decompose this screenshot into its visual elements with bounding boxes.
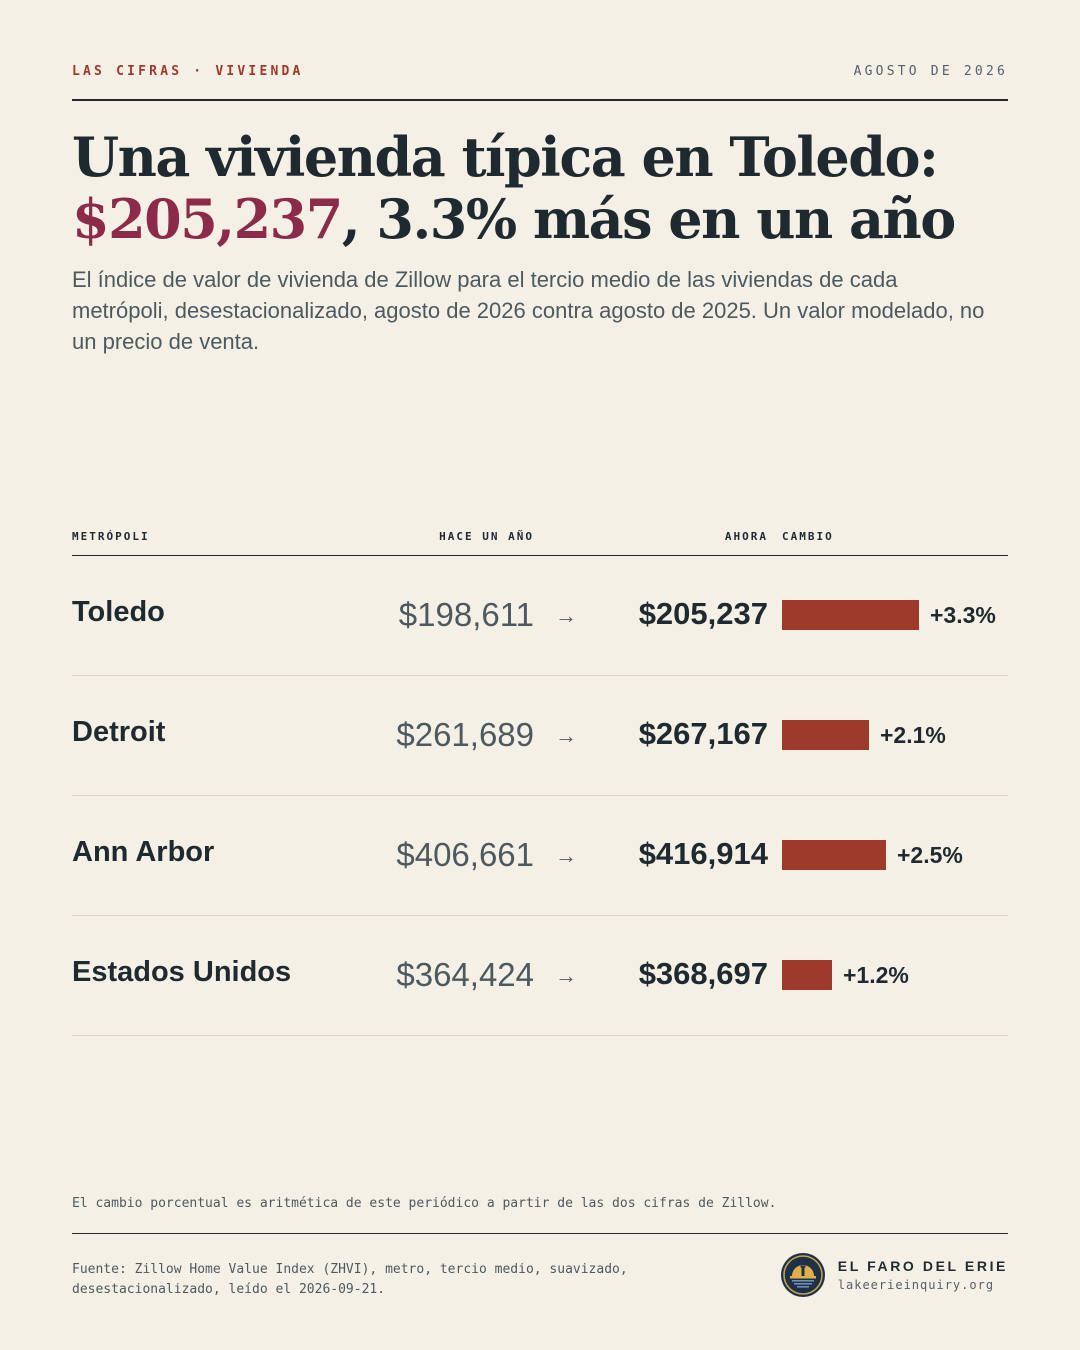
now-value: $267,167 [638, 716, 768, 751]
brand-url[interactable]: lakeerieinquiry.org [837, 1278, 995, 1292]
change-bar [782, 840, 886, 870]
now-value: $205,237 [638, 596, 768, 631]
change-label: +2.5% [897, 841, 963, 868]
year-ago-value: $198,611 [398, 596, 534, 633]
headline-line1: Una vivienda típica en Toledo: [72, 125, 939, 189]
change-bar [782, 960, 832, 990]
year-ago-value: $261,689 [396, 716, 534, 753]
table-row: Detroit $261,689 → $267,167 +2.1% [72, 676, 1008, 796]
arrow-right-icon: → [555, 963, 577, 988]
headline-value: $205,237 [72, 187, 343, 251]
arrow-right-icon: → [555, 843, 577, 868]
lighthouse-sunset-seal-icon [780, 1253, 825, 1297]
change-label: +1.2% [843, 961, 909, 988]
dateline: AGOSTO DE 2026 [853, 64, 1008, 79]
brand: EL FARO DEL ERIE lakeerieinquiry.org [780, 1252, 1008, 1298]
metro-name: Detroit [72, 716, 166, 748]
metro-name: Ann Arbor [72, 836, 215, 868]
change-cell: +1.2% [782, 960, 909, 990]
year-ago-value: $364,424 [396, 956, 534, 993]
change-cell: +2.5% [782, 840, 963, 870]
column-header-year-ago: HACE UN AÑO [439, 530, 534, 543]
dek: El índice de valor de vivienda de Zillow… [72, 267, 985, 354]
year-ago-value: $406,661 [396, 836, 534, 873]
arrow-right-icon: → [555, 603, 577, 628]
brand-name: EL FARO DEL ERIE [837, 1258, 1008, 1274]
change-cell: +3.3% [782, 600, 996, 630]
brand-text: EL FARO DEL ERIE lakeerieinquiry.org [838, 1258, 1008, 1292]
change-bar [782, 720, 869, 750]
footer-rule [72, 1233, 1008, 1234]
now-value: $368,697 [638, 956, 768, 991]
metro-name: Estados Unidos [72, 956, 292, 988]
headline-rest: , 3.3% más en un año [341, 187, 957, 251]
method-note: El cambio porcentual es aritmética de es… [72, 1196, 777, 1211]
arrow-right-icon: → [555, 723, 577, 748]
column-header-change: CAMBIO [782, 530, 834, 543]
column-header-now: AHORA [724, 530, 768, 543]
table-header: METRÓPOLI HACE UN AÑO AHORA CAMBIO [72, 530, 1008, 544]
headline: Una vivienda típica en Toledo: $205,237,… [72, 126, 1020, 250]
change-label: +3.3% [930, 601, 996, 628]
source-note: Fuente: Zillow Home Value Index (ZHVI), … [72, 1262, 628, 1297]
table-row: Estados Unidos $364,424 → $368,697 +1.2% [72, 916, 1008, 1036]
section-kicker: LAS CIFRAS · VIVIENDA [72, 64, 304, 79]
metro-name: Toledo [72, 596, 165, 628]
topbar: LAS CIFRAS · VIVIENDA AGOSTO DE 2026 [72, 64, 1008, 79]
table-body: Toledo $198,611 → $205,237 +3.3% Detroit… [72, 556, 1008, 1036]
table-row: Toledo $198,611 → $205,237 +3.3% [72, 556, 1008, 676]
header-rule [72, 555, 1008, 556]
change-label: +2.1% [880, 721, 946, 748]
top-rule [72, 99, 1008, 101]
now-value: $416,914 [638, 836, 768, 871]
table-row: Ann Arbor $406,661 → $416,914 +2.5% [72, 796, 1008, 916]
change-bar [782, 600, 919, 630]
change-cell: +2.1% [782, 720, 946, 750]
column-header-metro: METRÓPOLI [72, 530, 150, 543]
